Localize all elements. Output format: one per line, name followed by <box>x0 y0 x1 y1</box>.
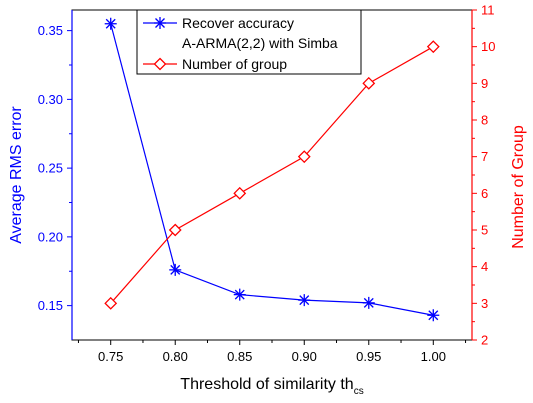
x-axis-title-subscript: cs <box>354 386 364 397</box>
right-y-tick-label: 10 <box>481 39 495 54</box>
right-y-tick-label: 5 <box>481 223 488 238</box>
legend-marker-asterisk <box>154 17 166 29</box>
data-point-asterisk <box>298 294 311 307</box>
series-recover-accuracy <box>104 17 440 322</box>
series-line <box>110 23 434 316</box>
x-axis-title-main: Threshold of similarity th <box>180 376 353 393</box>
legend-label-recover-accuracy-line2: A-ARMA(2,2) with Simba <box>182 35 338 51</box>
data-point-diamond <box>104 296 118 310</box>
data-point-asterisk <box>427 309 440 322</box>
legend-label-number-of-group: Number of group <box>182 56 287 72</box>
x-tick-label: 0.90 <box>292 349 317 364</box>
data-point-asterisk <box>169 263 182 276</box>
left-y-tick-label: 0.20 <box>38 229 63 244</box>
data-point-asterisk <box>362 296 375 309</box>
data-point-asterisk <box>104 17 117 30</box>
legend-box <box>136 9 362 75</box>
left-y-tick-label: 0.25 <box>38 161 63 176</box>
right-y-tick-label: 4 <box>481 259 488 274</box>
data-point-diamond <box>168 223 182 237</box>
right-y-tick-label: 9 <box>481 76 488 91</box>
x-axis-title: Threshold of similarity thcs <box>180 376 363 397</box>
data-point-diamond <box>362 76 376 90</box>
data-point-diamond <box>426 40 440 54</box>
right-y-tick-label: 2 <box>481 333 488 348</box>
data-point-diamond <box>233 186 247 200</box>
x-tick-label: 0.85 <box>227 349 252 364</box>
right-y-tick-label: 6 <box>481 186 488 201</box>
right-y-axis-ticks: 2 3 4 5 6 7 8 9 10 11 <box>471 3 495 348</box>
left-y-tick-label: 0.35 <box>38 23 63 38</box>
x-tick-label: 0.95 <box>356 349 381 364</box>
series-number-of-group <box>104 40 440 310</box>
series-line <box>110 46 434 304</box>
legend: Recover accuracy A-ARMA(2,2) with Simba … <box>136 9 362 75</box>
left-y-axis-title: Average RMS error <box>8 106 25 244</box>
x-tick-label: 0.75 <box>98 349 123 364</box>
series-layer <box>104 17 440 322</box>
right-y-tick-label: 3 <box>481 296 488 311</box>
right-y-tick-label: 11 <box>481 3 495 18</box>
right-y-tick-label: 7 <box>481 149 488 164</box>
legend-label-recover-accuracy: Recover accuracy <box>182 15 294 31</box>
left-y-tick-label: 0.30 <box>38 92 63 107</box>
right-y-tick-label: 8 <box>481 113 488 128</box>
left-y-axis-ticks: 0.15 0.20 0.25 0.30 0.35 <box>38 10 73 340</box>
left-y-tick-label: 0.15 <box>38 298 63 313</box>
legend-marker-diamond <box>153 57 167 71</box>
x-axis-ticks: 0.75 0.80 0.85 0.90 0.95 1.00 <box>77 340 467 364</box>
right-y-axis-title: Number of Group <box>510 125 527 249</box>
data-point-asterisk <box>233 288 246 301</box>
x-tick-label: 0.80 <box>163 349 188 364</box>
data-point-diamond <box>297 150 311 164</box>
x-tick-label: 1.00 <box>421 349 446 364</box>
